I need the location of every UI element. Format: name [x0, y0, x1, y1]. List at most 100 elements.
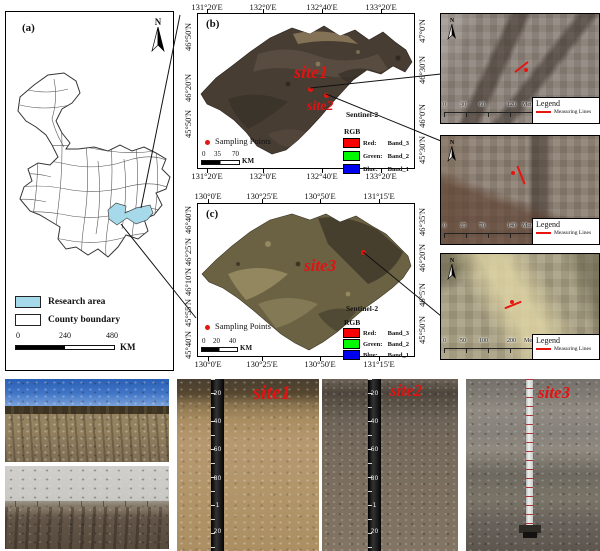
scalebar-a-unit: KM: [120, 342, 136, 352]
county-boundary-label: County boundary: [48, 315, 121, 325]
b-tick: [207, 9, 208, 13]
site1-profile-label: site1: [253, 382, 291, 404]
north-label: N: [154, 17, 162, 27]
legend-row: Measuring Lines: [536, 109, 596, 115]
tape-base-foot: [523, 532, 537, 538]
b-scale-0: 0: [202, 150, 206, 158]
measuring-line-swatch: [536, 110, 551, 113]
tape-mark: 20: [213, 390, 222, 397]
panel-b-label: (b): [206, 18, 220, 30]
zoom1-scale-0: 0: [443, 102, 446, 108]
zoom3-scale-0: 0: [443, 338, 446, 344]
c-axis-left-4: 45°55'N: [183, 298, 193, 328]
scalebar-b: [201, 160, 240, 165]
scalebar-a-0: 0: [16, 331, 20, 340]
measuring-lines-label: Measuring Lines: [554, 108, 592, 115]
panel-b-map: (b) site1 site2: [197, 13, 415, 174]
crop-rows: [5, 414, 169, 462]
c-tick: [379, 357, 380, 361]
site2-map-label: site2: [307, 99, 334, 114]
b-axis-left-3: 45°50'N: [183, 109, 193, 139]
tape-ticks: [526, 379, 533, 527]
b-band-red-row: Red: Band_3: [343, 138, 409, 148]
c-axis-top-2: 130°25'E: [246, 191, 278, 201]
b-axis-right-1: 47°0'N: [417, 19, 427, 43]
zoom-panel-site1: N 0 30 60 120 Meters Legend Measuring Li…: [440, 13, 600, 124]
blue-channel: Blue:: [363, 165, 378, 173]
c-axis-left-1: 46°40'N: [183, 205, 193, 235]
scalebar-a: [15, 345, 115, 350]
site3-point: [361, 250, 366, 255]
measuring-line-swatch: [536, 347, 551, 350]
north-arrow: N: [446, 258, 458, 285]
province-outline: [17, 72, 171, 258]
blue-swatch: [343, 164, 360, 174]
b-axis-bottom-3: 132°40'E: [306, 171, 338, 181]
blue-band: Band_1: [387, 165, 409, 173]
site3-profile-label: site3: [538, 383, 571, 402]
north-needle-icon: [447, 263, 456, 281]
c-tick: [208, 357, 209, 361]
c-axis-top-1: 130°0'E: [194, 191, 222, 201]
legend-title: Legend: [536, 336, 560, 345]
tape-mark: 60: [370, 446, 379, 453]
c-sensor-label: Sentinel-2: [346, 304, 379, 313]
site2-profile-label: site2: [390, 381, 423, 400]
panel-a: (a) N: [5, 11, 174, 371]
tape-ticks: [211, 379, 215, 551]
legend-row: Measuring Lines: [536, 346, 596, 352]
north-arrow: N: [446, 18, 458, 45]
c-scale-0: 0: [202, 337, 206, 345]
c-tick: [262, 199, 263, 203]
panel-a-label: (a): [22, 22, 35, 34]
b-band-blue-row: Blue: Band_1: [343, 164, 409, 174]
b-axis-top-4: 133°20'E: [365, 2, 397, 12]
measuring-tape: [526, 379, 533, 527]
research-area-label: Research area: [48, 297, 106, 307]
c-rgb-label: RGB: [344, 318, 361, 327]
green-band: Band_2: [387, 152, 409, 160]
legend-county-boundary: County boundary: [15, 314, 120, 326]
zoom2-scale-140: 140: [507, 223, 516, 229]
tape-mark: 20: [213, 528, 222, 535]
county-boundary-swatch: [15, 314, 41, 326]
c-axis-left-3: 46°10'N: [183, 267, 193, 297]
c-axis-bottom-3: 130°50'E: [304, 359, 336, 369]
b-tick: [207, 169, 208, 173]
measuring-line: [516, 165, 526, 185]
red-swatch: [343, 138, 360, 148]
zoom1-scale-unit: Meters: [522, 102, 539, 108]
c-axis-bottom-4: 131°15'E: [363, 359, 395, 369]
panel-c-label: (c): [206, 208, 219, 220]
blue-swatch: [343, 350, 360, 360]
blue-band: Band_1: [387, 351, 409, 359]
tape-base: [519, 525, 541, 533]
red-band: Band_3: [387, 139, 409, 147]
tape-mark: 1: [215, 502, 220, 509]
zoom1-scale-30: 30: [460, 102, 466, 108]
tape-mark: 20: [370, 390, 379, 397]
b-scale-70: 70: [232, 150, 239, 158]
c-band-green-row: Green: Band_2: [343, 339, 409, 349]
north-label: N: [449, 18, 455, 24]
zoom1-scale-line: [444, 112, 533, 117]
c-scale-20: 20: [213, 337, 220, 345]
north-label: N: [449, 140, 455, 146]
sampling-points-label: Sampling Points: [215, 136, 271, 146]
soil-profile-site2: 20 40 60 80 1 20 site2: [322, 379, 458, 551]
c-axis-left-5: 45°40'N: [183, 330, 193, 360]
red-band: Band_3: [387, 329, 409, 337]
measuring-lines-label: Measuring Lines: [554, 229, 592, 236]
watershed-b: [200, 25, 413, 155]
c-band-blue-row: Blue: Band_1: [343, 350, 409, 360]
b-tick: [263, 9, 264, 13]
north-label: N: [449, 258, 455, 264]
legend-research-area: Research area: [15, 296, 105, 308]
c-axis-right-3: 46°5'N: [417, 283, 427, 307]
sampling-point: [524, 68, 528, 72]
b-scale-35: 35: [214, 150, 221, 158]
legend-title: Legend: [536, 99, 560, 108]
zoom-panel-site2: N 0 35 70 140 Meters Legend Measuring Li…: [440, 135, 600, 245]
zoom2-scale-unit: Meters: [522, 223, 539, 229]
